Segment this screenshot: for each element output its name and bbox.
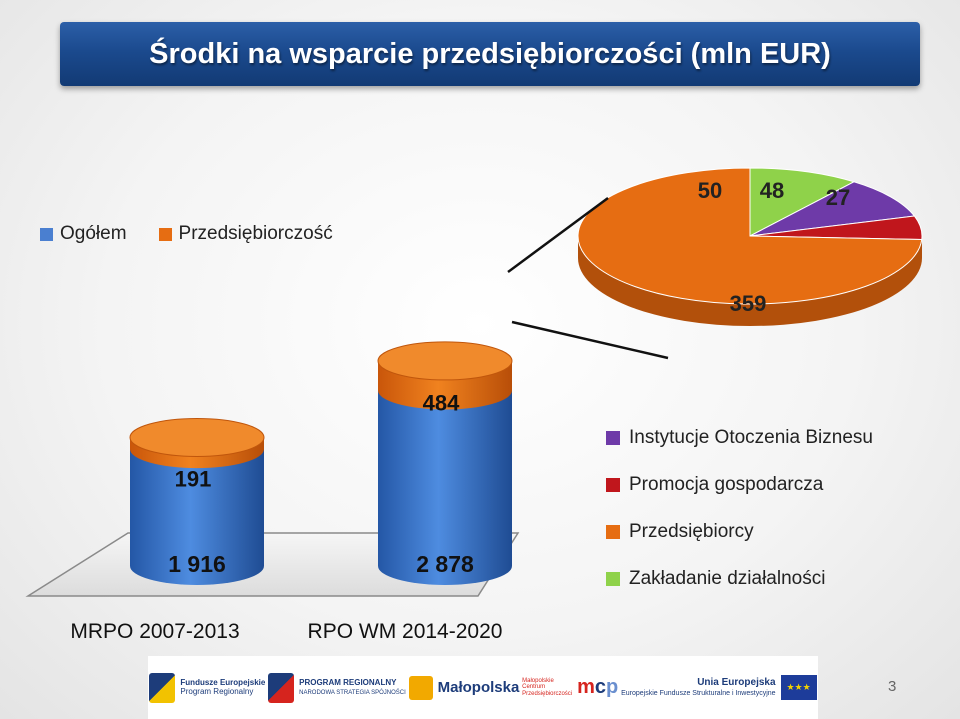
- legend-label: Przedsiębiorczość: [178, 223, 333, 244]
- logo-program-regionalny: PROGRAM REGIONALNY NARODOWA STRATEGIA SP…: [268, 672, 406, 703]
- logo-malopolska: Małopolska: [408, 675, 520, 700]
- eu-flag-icon: ★★★: [780, 675, 817, 700]
- legend-swatch: [606, 478, 620, 492]
- footer-logos: Fundusze Europejskie Program Regionalny …: [148, 656, 818, 719]
- pie-side-wall: [578, 236, 922, 326]
- pie-value-label: 48: [760, 178, 784, 203]
- page-number: 3: [888, 678, 897, 695]
- logo-unia-europejska: Unia Europejska Europejskie Fundusze Str…: [621, 675, 817, 700]
- logo-sub: Program Regionalny: [180, 686, 254, 696]
- connector-line: [511, 320, 669, 360]
- pie-value-label: 50: [698, 178, 722, 203]
- legend-item-ogolem: Ogółem: [40, 223, 127, 245]
- logo-name: Małopolska: [437, 678, 520, 696]
- pie-chart: 50 48 27 359: [577, 167, 923, 326]
- logo-mcp: Małopolskie Centrum Przedsiębiorczości m…: [522, 676, 618, 699]
- bar-value-label: 1 916: [168, 551, 226, 577]
- bar-value-label: 2 878: [416, 551, 474, 577]
- logo-name: Unia Europejska: [697, 677, 776, 689]
- pie-slice: [577, 167, 923, 305]
- pie-slice: [749, 181, 916, 237]
- legend-label: Zakładanie działalności: [629, 568, 826, 589]
- logo-fundusze-europejskie: Fundusze Europejskie Program Regionalny: [149, 672, 266, 703]
- connector-line: [507, 196, 609, 274]
- legend-swatch: [606, 431, 620, 445]
- fe-star-icon: [149, 672, 176, 703]
- legend-item-przedsiebiorcy: Przedsiębiorcy: [606, 520, 873, 544]
- x-tick-label: RPO WM 2014-2020: [308, 620, 503, 643]
- legend-swatch: [158, 227, 172, 241]
- malopolska-crest-icon: [408, 675, 433, 700]
- legend-swatch: [606, 572, 620, 586]
- legend-label: Instytucje Otoczenia Biznesu: [629, 427, 873, 448]
- title-banner: Środki na wsparcie przedsiębiorczości (m…: [60, 22, 920, 86]
- page-title: Środki na wsparcie przedsiębiorczości (m…: [149, 37, 831, 70]
- pr-star-icon: [268, 672, 295, 703]
- pie-slice: [749, 167, 856, 237]
- x-tick-label: MRPO 2007-2013: [70, 620, 239, 643]
- pie-value-label: 359: [730, 291, 767, 316]
- bar-value-label: 191: [175, 467, 212, 492]
- bar-value-label: 484: [423, 391, 460, 416]
- legend-item-iob: Instytucje Otoczenia Biznesu: [606, 426, 873, 450]
- legend-item-zakladanie: Zakładanie działalności: [606, 567, 873, 591]
- logo-name: PROGRAM REGIONALNY: [299, 678, 397, 688]
- legend-swatch: [606, 525, 620, 539]
- logo-name: Małopolskie Centrum Przedsiębiorczości: [522, 678, 573, 697]
- logo-sub: NARODOWA STRATEGIA SPÓJNOŚCI: [299, 689, 406, 696]
- bar-segment-ogolem: [130, 449, 264, 585]
- bar-top-cap: [377, 341, 513, 381]
- legend-item-promocja: Promocja gospodarcza: [606, 473, 873, 497]
- legend-label: Ogółem: [60, 223, 127, 244]
- logo-name: Fundusze Europejskie: [180, 678, 266, 688]
- legend-label: Promocja gospodarcza: [629, 474, 824, 495]
- legend-item-przedsiebiorczosc: Przedsiębiorczość: [158, 223, 333, 245]
- bar-segment-ogolem: [378, 390, 512, 585]
- logo-sub: Europejskie Fundusze Strukturalne i Inwe…: [621, 689, 776, 697]
- pie-value-label: 27: [826, 185, 850, 210]
- mcp-icon: mcp: [577, 676, 619, 698]
- legend-label: Przedsiębiorcy: [629, 521, 754, 542]
- legend-swatch: [40, 227, 53, 241]
- legend-right: Instytucje Otoczenia Biznesu Promocja go…: [606, 426, 873, 614]
- bar-top-cap: [129, 417, 265, 457]
- legend-top: Ogółem Przedsiębiorczość: [40, 223, 365, 245]
- cylinder-bars: 1 916 191 2 878 484: [129, 341, 513, 585]
